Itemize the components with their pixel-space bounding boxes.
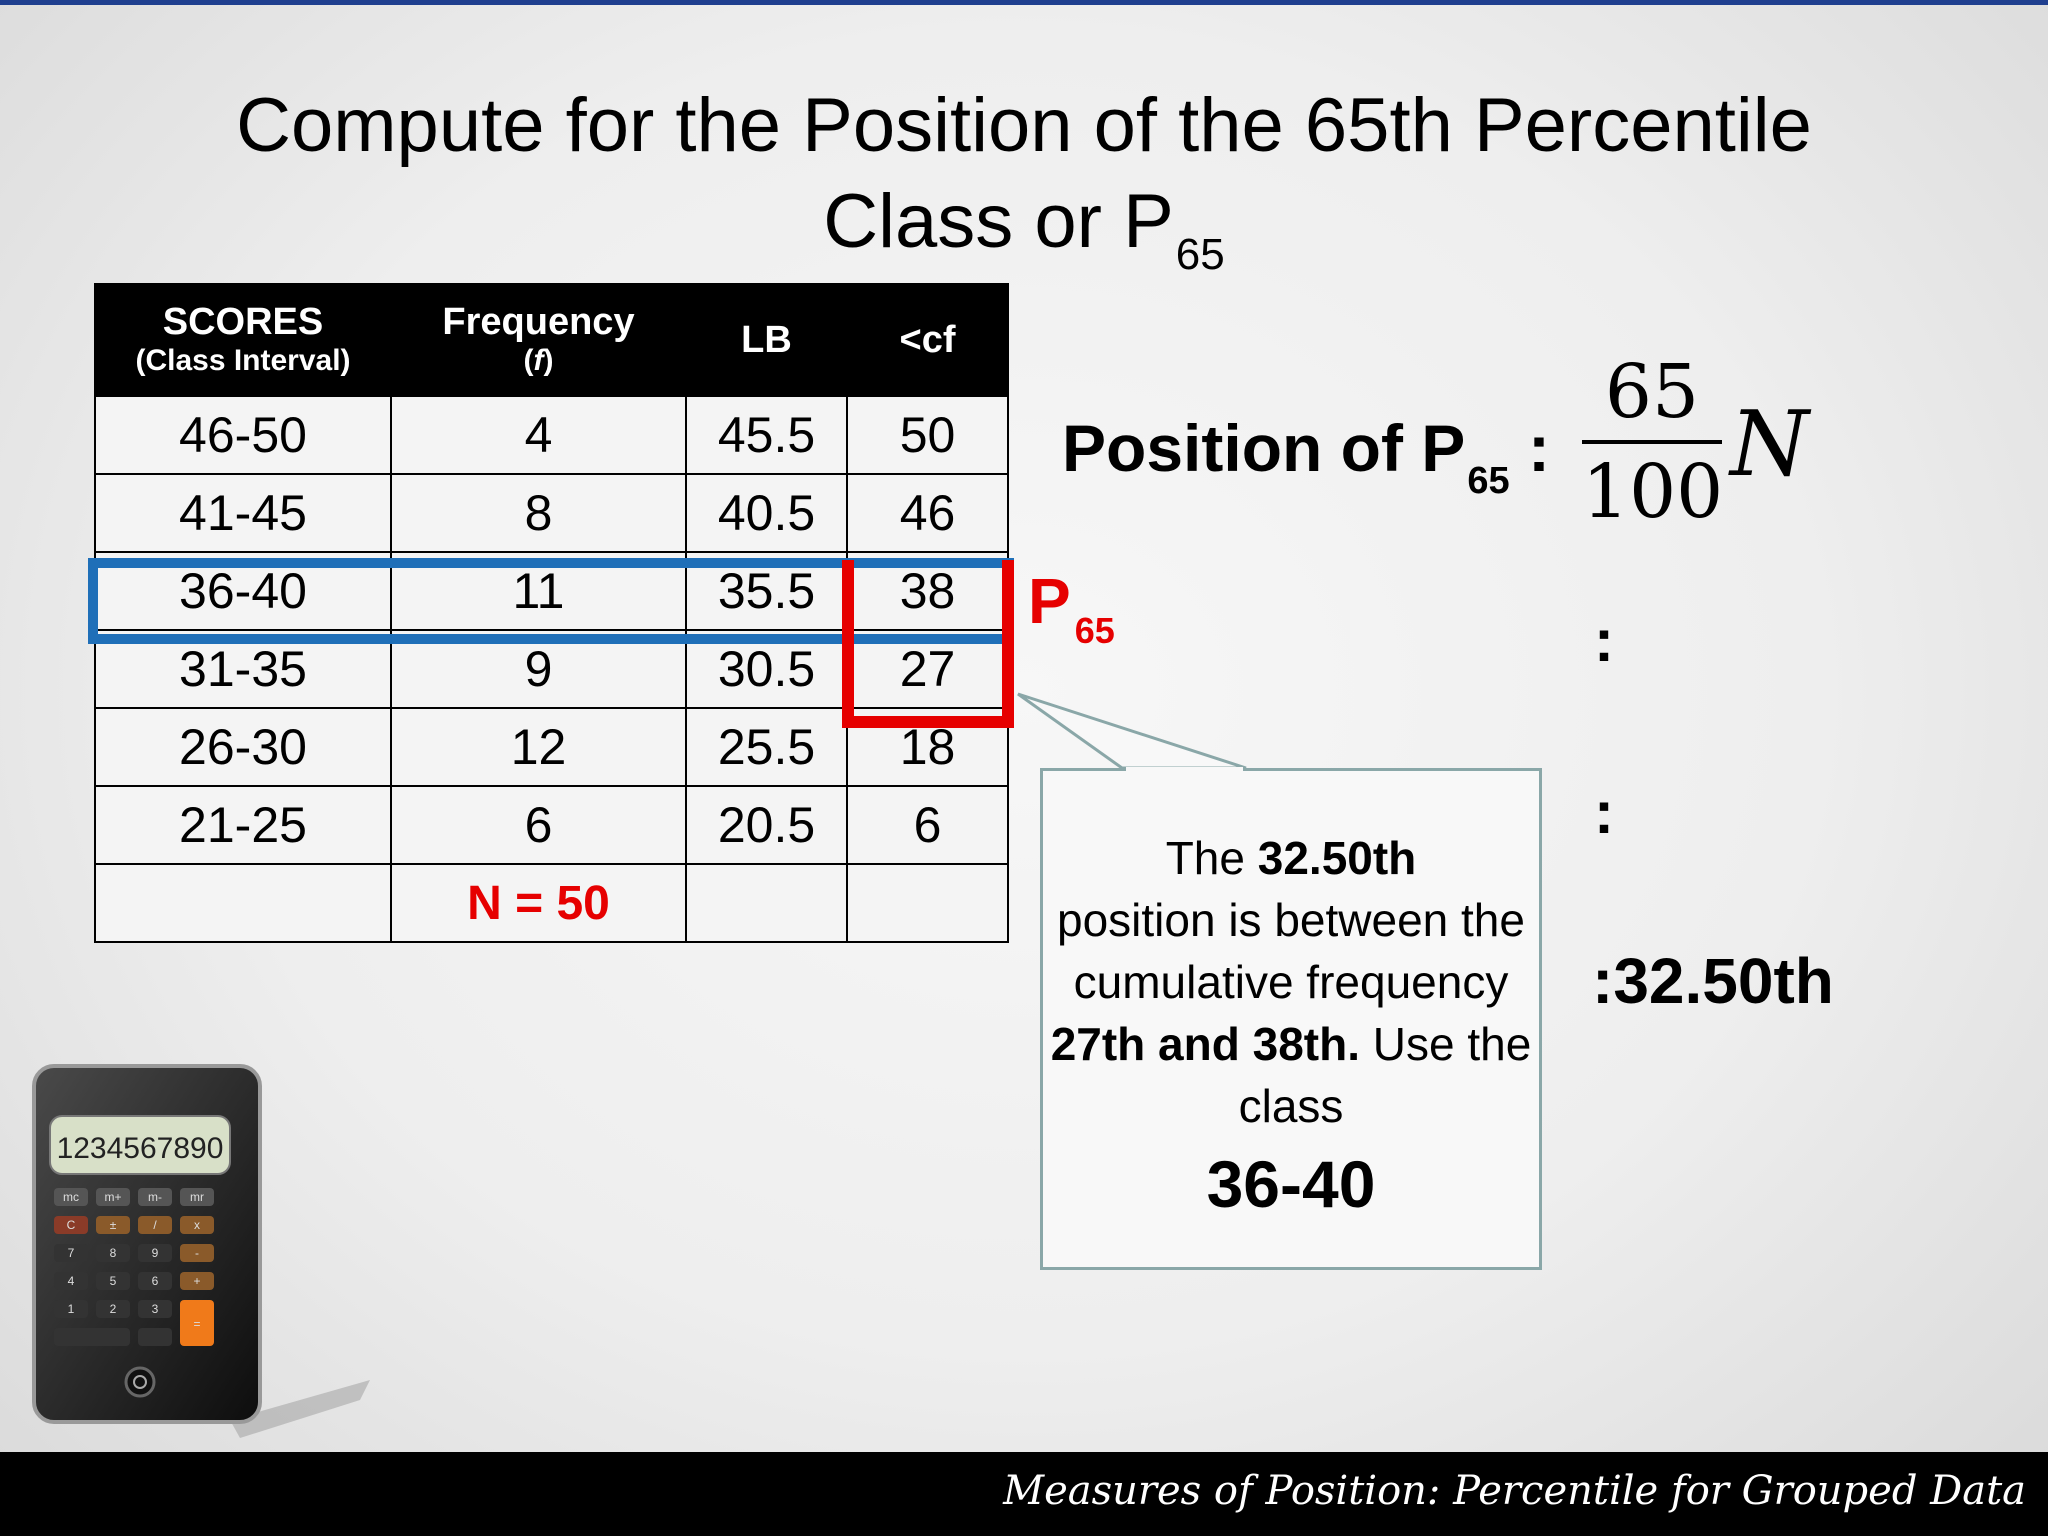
- cell-scores: 41-45: [94, 473, 392, 553]
- calculator-display: 1234567890: [57, 1132, 224, 1165]
- callout-text-2: position is between the cumulative frequ…: [1057, 894, 1525, 1008]
- cell-cf: 6: [846, 785, 1009, 865]
- formula-fraction: 65 100: [1582, 349, 1724, 535]
- header-lb: LB: [685, 283, 848, 397]
- cell-empty: [846, 863, 1009, 943]
- header-frequency-symbol: f: [533, 344, 544, 377]
- calc-key: ±: [110, 1218, 117, 1232]
- calc-key: 1: [68, 1302, 75, 1316]
- calc-key: 3: [152, 1302, 159, 1316]
- title-line-2: Class or P65: [0, 174, 2048, 281]
- formula-label-sub: 65: [1467, 460, 1510, 502]
- formula-label: Position of P65 :: [1062, 408, 1550, 502]
- cell-frequency: 4: [390, 395, 687, 475]
- table-total-row: N = 50: [94, 863, 1009, 943]
- cell-empty: [685, 863, 848, 943]
- p65-marker: P 65: [1028, 565, 1115, 651]
- callout-pointer-shape: [1017, 692, 1247, 770]
- calc-key: 8: [110, 1246, 117, 1260]
- formula-variable: N: [1730, 392, 1809, 497]
- calc-key: 7: [68, 1246, 75, 1260]
- callout-bold-1: 32.50th: [1257, 832, 1417, 884]
- callout-bold-2: 27th and 38th.: [1050, 1018, 1360, 1070]
- table-row: 26-30 12 25.5 18: [94, 707, 1009, 787]
- calc-key: 6: [152, 1274, 159, 1288]
- cell-lb: 40.5: [685, 473, 848, 553]
- fraction-numerator: 65: [1604, 349, 1700, 435]
- calc-key: +: [193, 1274, 200, 1288]
- formula-colon: :: [1527, 411, 1550, 485]
- title-line-1: Compute for the Position of the 65th Per…: [236, 83, 1812, 168]
- formula-result: :32.50th: [1592, 945, 1834, 1017]
- calc-key: x: [194, 1218, 200, 1232]
- explanation-callout: The 32.50th position is between the cumu…: [1040, 768, 1542, 1270]
- title-line-2-text: Class or P: [823, 179, 1174, 264]
- cell-scores: 26-30: [94, 707, 392, 787]
- cell-frequency: 6: [390, 785, 687, 865]
- p65-marker-sub: 65: [1074, 610, 1115, 651]
- top-rule: [0, 0, 2048, 5]
- header-cf: <cf: [846, 283, 1009, 397]
- calc-key: mc: [63, 1190, 79, 1204]
- cell-cf: 46: [846, 473, 1009, 553]
- header-scores-sub: (Class Interval): [135, 344, 351, 377]
- calc-key: m+: [104, 1190, 121, 1204]
- header-frequency: Frequency (f): [390, 283, 687, 397]
- title-subscript: 65: [1175, 230, 1225, 279]
- cf-bracket-highlight: [842, 560, 1014, 728]
- cell-lb: 20.5: [685, 785, 848, 865]
- cell-scores: 21-25: [94, 785, 392, 865]
- header-scores-label: SCORES: [162, 301, 324, 343]
- footer-bar: Measures of Position: Percentile for Gro…: [0, 1452, 2048, 1536]
- calc-key: /: [153, 1218, 157, 1232]
- header-frequency-sub: (f): [523, 344, 554, 377]
- calc-key: 5: [110, 1274, 117, 1288]
- fraction-denominator: 100: [1582, 449, 1724, 535]
- calc-key: mr: [190, 1190, 204, 1204]
- calc-key-equals: =: [193, 1317, 200, 1331]
- callout-text-3: Use the class: [1238, 1018, 1532, 1132]
- calc-key: 9: [152, 1246, 159, 1260]
- cell-scores: 46-50: [94, 395, 392, 475]
- footer-caption: Measures of Position: Percentile for Gro…: [1003, 1468, 2026, 1514]
- callout-text-1: The: [1165, 832, 1258, 884]
- calc-key: 2: [110, 1302, 117, 1316]
- header-scores: SCORES (Class Interval): [94, 283, 392, 397]
- p65-marker-label: P: [1028, 565, 1071, 637]
- calc-key: m-: [148, 1190, 162, 1204]
- cell-lb: 25.5: [685, 707, 848, 787]
- calc-key: 4: [68, 1274, 75, 1288]
- table-header-row: SCORES (Class Interval) Frequency (f) LB <…: [94, 283, 1009, 397]
- table-row: 46-50 4 45.5 50: [94, 395, 1009, 475]
- table-row: 21-25 6 20.5 6: [94, 785, 1009, 865]
- formula-label-text: Position of P: [1062, 411, 1466, 485]
- calculator-icon: 1234567890 mc m+ m- mr C ± / x 7 8 9 - 4…: [32, 1064, 370, 1438]
- formula-step-2: :: [1594, 779, 1614, 846]
- cell-empty: [94, 863, 392, 943]
- cell-frequency: 12: [390, 707, 687, 787]
- calc-key: -: [195, 1246, 199, 1260]
- callout-class-answer: 36-40: [1206, 1147, 1376, 1221]
- fraction-bar: [1582, 440, 1722, 444]
- header-frequency-label: Frequency: [442, 301, 635, 343]
- slide-title: Compute for the Position of the 65th Per…: [0, 78, 2048, 281]
- cell-frequency: 8: [390, 473, 687, 553]
- total-n: N = 50: [390, 863, 687, 943]
- formula-step-1: :: [1594, 607, 1614, 674]
- cell-cf: 50: [846, 395, 1009, 475]
- cell-lb: 45.5: [685, 395, 848, 475]
- table-row: 41-45 8 40.5 46: [94, 473, 1009, 553]
- calc-key: C: [67, 1218, 76, 1232]
